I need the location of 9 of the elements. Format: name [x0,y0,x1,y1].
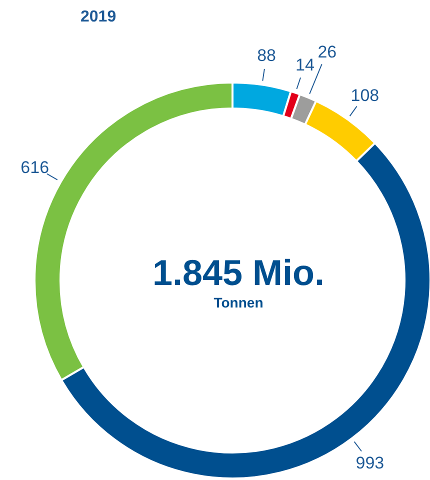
text: 1.845 Mio. [152,252,325,293]
text: Tonnen [214,294,264,310]
data-label: 993 [356,453,384,472]
data-label: 108 [350,86,380,105]
data-label: 26 [318,42,337,62]
data-label: 88 [257,46,276,66]
chart-title: 2019 [80,8,116,26]
data-label: 14 [296,55,314,74]
data-label: 616 [20,158,50,177]
